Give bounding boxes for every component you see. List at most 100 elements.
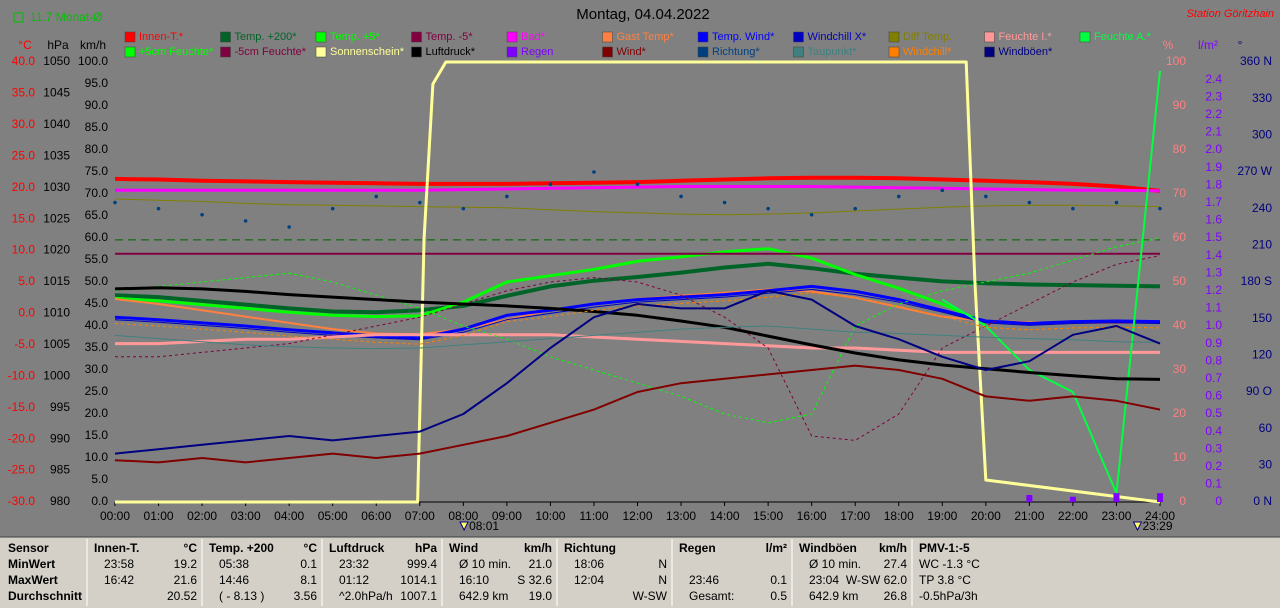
- legend-swatch: [124, 46, 136, 58]
- table-cell: 27.4: [884, 557, 908, 571]
- legend-label: Temp. Wind*: [712, 31, 775, 43]
- x-tick-label: 23:00: [1101, 509, 1131, 523]
- y-tick-label: 90 O: [1246, 384, 1272, 398]
- y-tick-label: 1.9: [1205, 160, 1222, 174]
- table-cell: 16:42: [104, 573, 134, 587]
- y-tick-label: 60: [1259, 421, 1273, 435]
- direction-dot: [679, 194, 683, 199]
- y-tick-label: 1.0: [1205, 318, 1222, 332]
- table-cell: 19.2: [174, 557, 198, 571]
- y-tick-label: 1.1: [1205, 301, 1222, 315]
- y-tick-label: 1045: [43, 86, 70, 100]
- series-line: [114, 237, 1161, 424]
- y-tick-label: -15.0: [8, 400, 36, 414]
- table-header: Windböen: [799, 541, 857, 555]
- table-cell: 1014.1: [400, 573, 437, 587]
- y-tick-label: 360 N: [1240, 54, 1272, 68]
- y-tick-label: 1.6: [1205, 213, 1222, 227]
- legend-swatch: [888, 31, 900, 43]
- x-tick-label: 05:00: [318, 509, 348, 523]
- legend-label: Luftdruck*: [426, 46, 476, 58]
- x-tick-label: 00:00: [100, 509, 130, 523]
- table-cell: 23:32: [339, 557, 369, 571]
- legend-label: Richtung*: [712, 46, 760, 58]
- y-tick-label: 1.7: [1205, 195, 1222, 209]
- axis-title: °C: [18, 38, 32, 52]
- y-tick-label: 0.1: [1205, 477, 1222, 491]
- y-tick-label: 0.8: [1205, 353, 1222, 367]
- time-marker-label: 23:29: [1142, 519, 1172, 533]
- table-row-label: Durchschnitt: [8, 589, 82, 603]
- legend-swatch: [984, 31, 995, 43]
- direction-dot: [809, 212, 814, 217]
- direction-dot: [940, 188, 945, 193]
- rain-bar: [1026, 494, 1033, 502]
- y-tick-label: 2.4: [1205, 72, 1222, 86]
- series-line: [115, 333, 1160, 354]
- y-tick-label: 1010: [43, 306, 70, 320]
- y-tick-label: 70.0: [85, 186, 109, 200]
- y-tick-label: 2.1: [1205, 125, 1222, 139]
- direction-dot: [417, 200, 422, 205]
- y-tick-label: 985: [50, 463, 70, 477]
- x-tick-label: 09:00: [492, 509, 522, 523]
- series-line: [114, 284, 1161, 340]
- table-unit: hPa: [415, 541, 437, 555]
- table-cell: 0.1: [300, 557, 317, 571]
- table-header: Temp. +200: [209, 541, 274, 555]
- legend-swatch: [506, 31, 518, 43]
- y-tick-label: 1.3: [1205, 265, 1222, 279]
- table-cell: 23:04: [809, 573, 839, 587]
- y-tick-label: 0.3: [1205, 441, 1222, 455]
- table-cell: ^2.0hPa/h: [339, 589, 393, 603]
- y-tick-label: 55.0: [85, 252, 109, 266]
- y-tick-label: 180 S: [1241, 274, 1272, 288]
- y-tick-label: 1.5: [1205, 230, 1222, 244]
- x-tick-label: 03:00: [231, 509, 261, 523]
- table-header: Innen-T.: [94, 541, 139, 555]
- y-tick-label: 1030: [43, 180, 70, 194]
- y-tick-label: 0.5: [1205, 406, 1222, 420]
- x-tick-label: 24:00: [1145, 509, 1175, 523]
- direction-dot: [330, 206, 335, 211]
- y-tick-label: 40: [1173, 318, 1187, 332]
- y-tick-label: 10.0: [85, 450, 109, 464]
- y-tick-label: 150: [1252, 311, 1272, 325]
- y-tick-label: 35.0: [12, 86, 36, 100]
- rain-bar: [1069, 496, 1076, 502]
- legend-label: Wind*: [617, 46, 647, 58]
- y-tick-label: 2.0: [1205, 142, 1222, 156]
- x-tick-label: 04:00: [274, 509, 304, 523]
- table-unit: °C: [184, 541, 198, 555]
- y-tick-label: 1040: [43, 117, 70, 131]
- table-cell: W-SW 62.0: [846, 573, 907, 587]
- y-tick-label: 30.0: [85, 362, 109, 376]
- legend-swatch: [220, 31, 231, 43]
- table-cell: 0.5: [770, 589, 787, 603]
- legend-label: Temp. -5*: [426, 31, 474, 43]
- y-tick-label: 25.0: [12, 148, 36, 162]
- y-tick-label: 210: [1252, 238, 1272, 252]
- y-tick-label: 90: [1173, 98, 1187, 112]
- y-tick-label: 995: [50, 400, 70, 414]
- legend-label: Regen: [521, 46, 553, 58]
- y-tick-label: 0.7: [1205, 371, 1222, 385]
- legend-label: Feuchte A.*: [1094, 31, 1152, 43]
- axis-title: hPa: [47, 38, 69, 52]
- table-unit: °C: [304, 541, 318, 555]
- legend-label: -5cm Feuchte*: [235, 46, 307, 58]
- y-tick-label: 90.0: [85, 98, 109, 112]
- y-tick-label: 30: [1173, 362, 1187, 376]
- legend-swatch: [220, 46, 231, 58]
- direction-dot: [1114, 200, 1119, 205]
- series-line: [115, 60, 1161, 504]
- x-tick-label: 08:00: [448, 509, 478, 523]
- station-name: Station Göritzhain: [1187, 8, 1274, 20]
- legend-label: Bad*: [521, 31, 546, 43]
- monthly-avg-label: 11.7 Monat-Ø: [30, 10, 102, 24]
- table-cell: TP 3.8 °C: [919, 573, 971, 587]
- series-line: [114, 292, 1161, 345]
- x-tick-label: 14:00: [710, 509, 740, 523]
- table-cell: 05:38: [219, 557, 249, 571]
